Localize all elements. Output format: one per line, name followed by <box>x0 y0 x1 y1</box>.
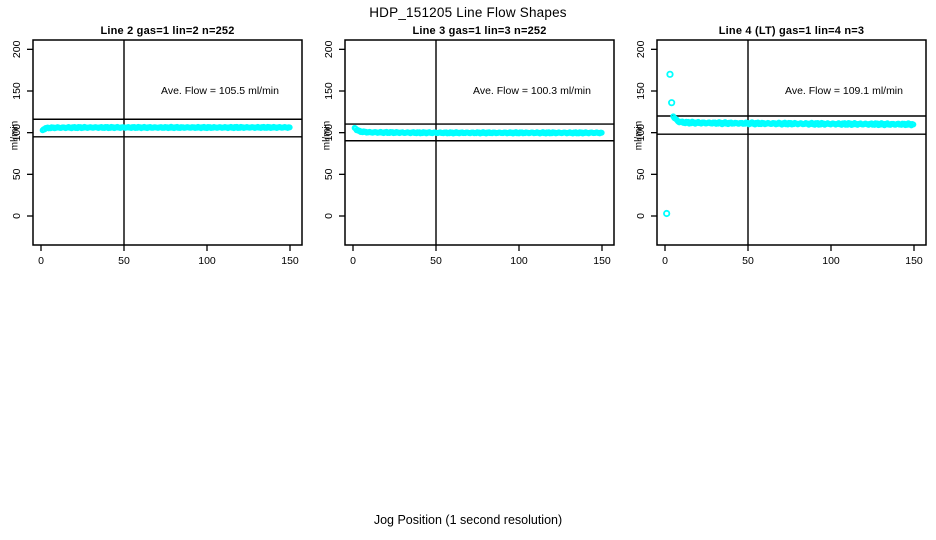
x-tick-label: 50 <box>430 255 442 267</box>
y-tick-label: 0 <box>11 213 23 219</box>
x-tick-label: 150 <box>593 255 611 267</box>
outlier-point <box>663 209 671 218</box>
x-tick-label: 0 <box>662 255 668 267</box>
y-tick-label: 150 <box>635 82 647 100</box>
y-tick-label: 200 <box>323 40 335 58</box>
x-tick-label: 0 <box>38 255 44 267</box>
panel-line-3: Line 3 gas=1 lin=3 n=252 ml/min Ave. Flo… <box>312 0 624 290</box>
panel-title: Line 4 (LT) gas=1 lin=4 n=3 <box>718 25 865 37</box>
outlier-point <box>668 99 676 107</box>
panel-title: Line 3 gas=1 lin=3 n=252 <box>412 25 547 37</box>
ave-flow-annotation: Ave. Flow = 100.3 ml/min <box>473 85 591 97</box>
outlier-point <box>666 70 674 78</box>
plot-box <box>344 39 615 246</box>
plot-box <box>656 39 927 246</box>
data-point <box>286 124 293 131</box>
ave-flow-annotation: Ave. Flow = 105.5 ml/min <box>161 85 279 97</box>
y-tick-label: 100 <box>11 124 23 142</box>
x-tick-label: 100 <box>198 255 216 267</box>
y-tick-label: 0 <box>635 213 647 219</box>
page-title: HDP_151205 Line Flow Shapes <box>369 5 567 20</box>
plot-area: 0 50 100 150 0 50 100 150 200 <box>635 39 927 267</box>
y-tick-label: 50 <box>323 168 335 180</box>
x-tick-label: 150 <box>281 255 299 267</box>
x-tick-label: 50 <box>118 255 130 267</box>
panel-line-2: Line 2 gas=1 lin=2 n=252 ml/min Ave. Flo… <box>0 0 312 290</box>
y-tick-label: 150 <box>11 82 23 100</box>
panel-title: Line 2 gas=1 lin=2 n=252 <box>100 25 235 37</box>
y-tick-label: 50 <box>635 168 647 180</box>
plot-area: 0 50 100 150 0 50 100 150 200 <box>11 39 303 267</box>
y-tick-label: 0 <box>323 213 335 219</box>
x-tick-label: 100 <box>822 255 840 267</box>
y-tick-label: 100 <box>635 124 647 142</box>
y-tick-label: 150 <box>323 82 335 100</box>
plot-area: 0 50 100 150 0 50 100 150 200 <box>323 39 615 267</box>
ave-flow-annotation: Ave. Flow = 109.1 ml/min <box>785 85 903 97</box>
x-tick-label: 50 <box>742 255 754 267</box>
plot-box <box>32 39 303 246</box>
y-tick-label: 200 <box>635 40 647 58</box>
panel-line-4: Line 4 (LT) gas=1 lin=4 n=3 ml/min Ave. … <box>624 0 936 290</box>
y-tick-label: 50 <box>11 168 23 180</box>
data-point <box>598 129 605 136</box>
x-axis-shared-label: Jog Position (1 second resolution) <box>373 513 563 527</box>
y-tick-label: 200 <box>11 40 23 58</box>
data-point <box>910 121 917 128</box>
y-tick-label: 100 <box>323 124 335 142</box>
x-tick-label: 150 <box>905 255 923 267</box>
x-tick-label: 100 <box>510 255 528 267</box>
x-tick-label: 0 <box>350 255 356 267</box>
